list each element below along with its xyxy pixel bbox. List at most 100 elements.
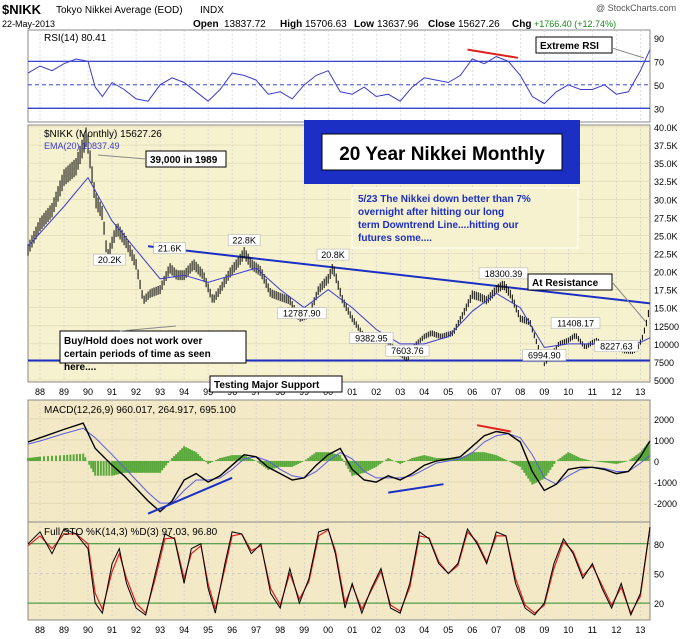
macd-histogram-bar <box>43 456 46 461</box>
macd-histogram-bar <box>385 459 388 461</box>
macd-histogram-bar <box>361 461 364 474</box>
macd-histogram-bar <box>471 452 474 461</box>
x-tick-label: 99 <box>299 625 309 635</box>
macd-histogram-bar <box>97 461 100 476</box>
price-tick-label: 20.0K <box>654 268 678 278</box>
macd-histogram-bar <box>90 461 93 469</box>
macd-histogram-bar <box>29 457 32 461</box>
sto-tick-label: 80 <box>654 540 664 550</box>
macd-histogram-bar <box>429 456 432 461</box>
x-tick-label: 96 <box>227 625 237 635</box>
price-label-bg <box>349 332 394 344</box>
macd-histogram-bar <box>497 456 500 461</box>
macd-histogram-bar <box>637 453 640 461</box>
macd-histogram-bar <box>307 458 310 461</box>
x-tick-label: 95 <box>203 387 213 397</box>
macd-histogram-bar <box>417 456 420 461</box>
macd-histogram-bar <box>485 452 488 461</box>
x-tick-label: 11 <box>588 625 597 635</box>
price-tick-label: 27.5K <box>654 213 678 223</box>
x-tick-label: 98 <box>275 625 285 635</box>
macd-histogram-bar <box>201 458 204 461</box>
price-tick-label: 17.5K <box>654 286 678 296</box>
macd-histogram-bar <box>587 460 590 461</box>
x-tick-label: 91 <box>107 625 117 635</box>
macd-histogram-bar <box>191 450 194 461</box>
x-tick-label: 08 <box>515 387 525 397</box>
macd-histogram-bar <box>585 459 588 461</box>
macd-histogram-bar <box>401 461 404 463</box>
x-tick-label: 93 <box>155 387 165 397</box>
macd-histogram-bar <box>423 455 426 461</box>
macd-histogram-bar <box>92 461 95 473</box>
macd-histogram-bar <box>605 461 608 463</box>
rsi-divergence-line <box>467 48 519 59</box>
macd-histogram-bar <box>281 461 284 467</box>
macd-histogram-bar <box>279 461 282 467</box>
macd-histogram-bar <box>229 455 232 461</box>
macd-histogram-bar <box>603 461 606 463</box>
macd-divergence-line <box>476 424 511 433</box>
macd-histogram-bar <box>253 460 256 461</box>
macd-histogram-bar <box>491 454 494 461</box>
open-label: Open <box>193 19 219 30</box>
high-value: 15706.63 <box>305 19 347 30</box>
macd-histogram-bar <box>275 461 278 468</box>
macd-histogram-bar <box>355 461 358 475</box>
macd-histogram-bar <box>259 461 262 464</box>
macd-histogram-bar <box>243 455 246 461</box>
macd-histogram-bar <box>88 461 91 465</box>
macd-histogram-bar <box>113 461 116 476</box>
macd-histogram-bar <box>37 456 40 461</box>
x-tick-label: 89 <box>59 387 69 397</box>
macd-histogram-bar <box>377 461 380 466</box>
macd-support-line <box>388 483 444 494</box>
macd-histogram-bar <box>367 461 370 471</box>
macd-histogram-bar <box>181 448 184 461</box>
macd-histogram-bar <box>189 449 192 461</box>
macd-histogram-bar <box>415 457 418 461</box>
macd-tick-label: 0 <box>654 457 659 467</box>
macd-histogram-bar <box>403 461 406 462</box>
macd-histogram-bar <box>75 454 78 461</box>
macd-histogram-bar <box>583 459 586 461</box>
macd-histogram-bar <box>579 458 582 461</box>
macd-histogram-bar <box>509 461 512 462</box>
macd-histogram-bar <box>219 458 222 461</box>
rsi-title: RSI(14) 80.41 <box>44 33 107 44</box>
macd-histogram-bar <box>640 450 643 461</box>
macd-histogram-bar <box>221 457 224 461</box>
macd-histogram-bar <box>187 448 190 461</box>
macd-histogram-bar <box>473 452 476 461</box>
macd-tick-label: 2000 <box>654 415 674 425</box>
price-label-bg <box>522 349 567 361</box>
macd-histogram-bar <box>235 455 238 461</box>
macd-histogram-bar <box>433 457 436 461</box>
macd-histogram-bar <box>629 459 632 461</box>
macd-histogram-bar <box>381 461 384 463</box>
macd-histogram-bar <box>27 458 29 461</box>
macd-histogram-bar <box>285 461 288 467</box>
x-tick-label: 05 <box>443 625 453 635</box>
x-tick-label: 88 <box>35 387 45 397</box>
macd-histogram-bar <box>613 461 616 464</box>
macd-histogram-bar <box>193 451 196 461</box>
macd-histogram-bar <box>521 461 524 470</box>
price-label: 11408.17 <box>557 319 594 329</box>
macd-tick-label: -2000 <box>654 499 677 509</box>
macd-histogram-bar <box>363 461 366 473</box>
x-tick-label: 01 <box>347 387 357 397</box>
downtrend-line <box>147 245 651 305</box>
macd-histogram-bar <box>66 454 69 461</box>
macd-histogram-bar <box>537 461 540 482</box>
x-tick-label: 90 <box>83 625 93 635</box>
macd-histogram-bar <box>251 459 254 461</box>
macd-histogram-bar <box>543 461 546 479</box>
macd-histogram-bar <box>215 460 218 461</box>
macd-histogram-bar <box>293 461 296 466</box>
macd-histogram-bar <box>153 461 156 473</box>
macd-histogram-bar <box>317 452 320 461</box>
macd-histogram-bar <box>347 461 350 469</box>
macd-histogram-bar <box>571 454 574 461</box>
x-tick-label: 09 <box>539 387 549 397</box>
